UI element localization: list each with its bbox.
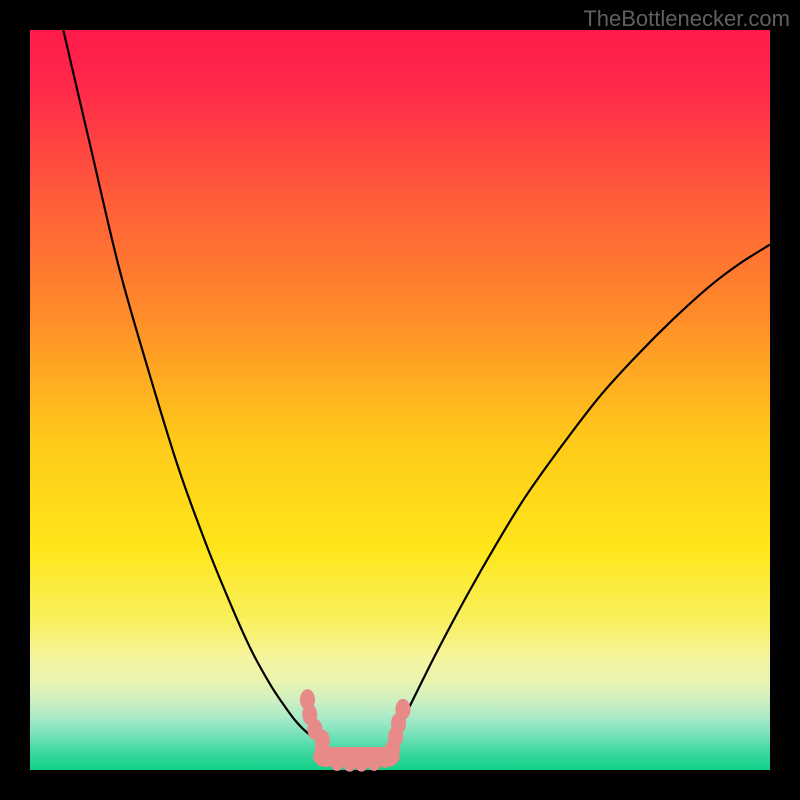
plot-background <box>30 30 770 770</box>
marker-point <box>355 751 369 771</box>
bottleneck-curve-chart <box>0 0 800 800</box>
attribution-text: TheBottlenecker.com <box>583 6 790 32</box>
marker-point <box>330 750 344 770</box>
marker-point <box>396 699 410 719</box>
